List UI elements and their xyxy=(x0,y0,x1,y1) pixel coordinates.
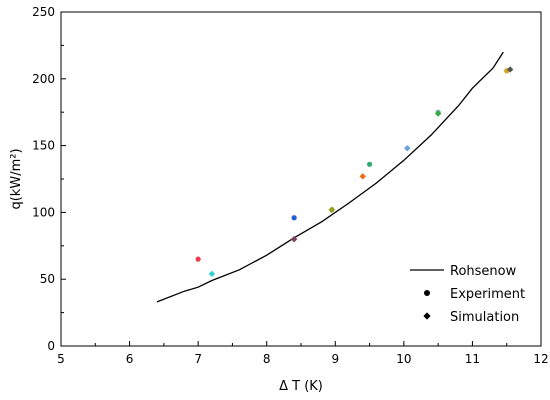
y-tick-label: 150 xyxy=(32,139,55,153)
experiment-point xyxy=(195,256,201,262)
rohsenow-line xyxy=(156,51,504,303)
y-tick-label: 50 xyxy=(40,272,55,286)
simulation-point xyxy=(328,206,336,213)
plot-area xyxy=(156,51,514,303)
x-tick-label: 9 xyxy=(331,352,339,366)
x-tick-label: 11 xyxy=(465,352,480,366)
simulation-point xyxy=(290,235,298,243)
x-tick-label: 10 xyxy=(396,352,411,366)
simulation-point xyxy=(506,66,514,73)
x-axis-title: Δ T (K) xyxy=(279,379,323,394)
simulation-point xyxy=(208,270,216,278)
simulation-point xyxy=(434,110,442,117)
axes: 5 6 7 8 9 10 11 12 0 50 100 150 200 250 xyxy=(32,5,549,366)
legend: Rohsenow Experiment Simulation xyxy=(410,264,525,325)
legend-label: Rohsenow xyxy=(450,264,517,279)
legend-diamond-swatch xyxy=(423,312,431,320)
y-tick-label: 100 xyxy=(32,205,55,219)
simulation-point xyxy=(359,173,366,180)
x-tick-label: 6 xyxy=(126,352,134,366)
y-tick-label: 200 xyxy=(32,72,55,86)
y-tick-label: 250 xyxy=(32,5,55,19)
experiment-point xyxy=(291,215,297,221)
simulation-point xyxy=(404,145,411,152)
experiment-point xyxy=(366,161,373,167)
y-tick-label: 0 xyxy=(47,339,55,353)
y-axis-title: q(kW/m²) xyxy=(9,148,24,209)
x-tick-label: 5 xyxy=(57,352,65,366)
legend-label: Experiment xyxy=(450,287,525,302)
x-tick-label: 7 xyxy=(194,352,202,366)
legend-label: Simulation xyxy=(450,310,519,325)
legend-circle-swatch xyxy=(424,290,430,296)
x-tick-label: 8 xyxy=(263,352,271,366)
x-tick-label: 12 xyxy=(533,352,548,366)
